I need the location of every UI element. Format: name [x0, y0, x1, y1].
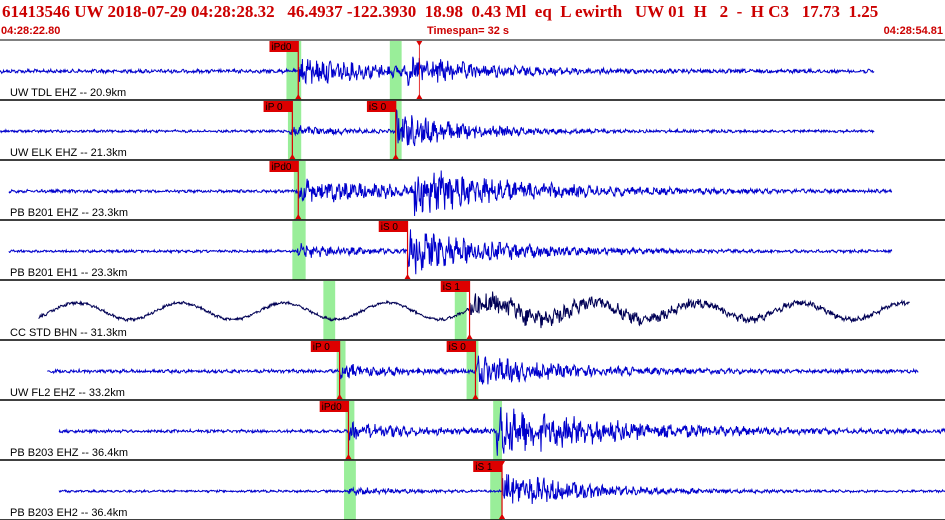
pick-triangle — [295, 94, 302, 99]
pick-label: iS 1 — [443, 282, 461, 293]
trace-panel[interactable]: iPd0 UW TDL EHZ -- 20.9km — [0, 41, 875, 100]
trace-panel[interactable]: iS 1 PB B203 EH2 -- 36.4km — [10, 461, 945, 520]
pick-label-box — [440, 281, 470, 292]
pick-label-box — [473, 461, 503, 472]
pick-label: iS 0 — [381, 222, 399, 233]
pick-triangle — [404, 274, 411, 279]
pick-triangle-top — [416, 41, 423, 46]
pick-window — [389, 41, 402, 100]
pick-label-box — [310, 341, 340, 352]
pick-label: iP 0 — [313, 342, 330, 353]
station-label: UW FL2 EHZ -- 33.2km — [10, 387, 125, 399]
pick-label: iS 1 — [475, 462, 493, 473]
pick-triangle — [289, 154, 296, 159]
pick-label: iPd0 — [322, 402, 342, 413]
waveform-trace — [0, 109, 875, 147]
pick-label-box — [319, 401, 349, 412]
pick-window — [454, 281, 467, 340]
waveform-trace — [46, 355, 919, 385]
event-header: 61413546 UW 2018-07-29 04:28:28.32 46.49… — [2, 2, 879, 21]
pick-window — [292, 221, 306, 280]
pick-label-box — [446, 341, 476, 352]
station-label: PB B201 EHZ -- 23.3km — [10, 207, 128, 219]
trace-panel[interactable]: iPd0 PB B201 EHZ -- 23.3km — [8, 161, 893, 220]
waveform-trace — [8, 229, 893, 275]
trace-panel[interactable]: iPd0 PB B203 EHZ -- 36.4km — [10, 401, 945, 460]
pick-triangle — [345, 454, 352, 459]
pick-window — [293, 161, 306, 220]
station-label: PB B201 EH1 -- 23.3km — [10, 267, 127, 279]
pick-label-box — [269, 41, 299, 52]
pick-label: iS 0 — [449, 342, 467, 353]
waveform-trace — [8, 170, 893, 217]
pick-window — [493, 401, 503, 460]
waveform-trace — [58, 407, 945, 456]
pick-label: iS 0 — [369, 102, 387, 113]
station-label: UW ELK EHZ -- 21.3km — [10, 147, 127, 159]
pick-triangle-bottom — [499, 514, 506, 519]
pick-triangle — [295, 214, 302, 219]
pick-window — [345, 401, 355, 460]
end-time: 04:28:54.81 — [883, 25, 943, 37]
pick-label-box — [263, 101, 293, 112]
trace-panel[interactable]: iP 0 iS 0 UW FL2 EHZ -- 33.2km — [10, 341, 919, 400]
trace-panel[interactable]: iS 0 PB B201 EH1 -- 23.3km — [8, 221, 893, 280]
pick-triangle — [472, 394, 479, 399]
pick-triangle-top — [499, 461, 506, 466]
station-label: UW TDL EHZ -- 20.9km — [10, 87, 126, 99]
station-label: PB B203 EH2 -- 36.4km — [10, 507, 127, 519]
pick-label-box — [366, 101, 396, 112]
trace-panel[interactable]: iS 1 CC STD BHN -- 31.3km — [10, 281, 910, 340]
trace-panel[interactable]: iP 0 iS 0 UW ELK EHZ -- 21.3km — [0, 101, 875, 160]
pick-triangle-bottom — [416, 94, 423, 99]
waveform-trace — [0, 56, 875, 87]
pick-window — [323, 281, 336, 340]
pick-triangle — [466, 334, 473, 339]
start-time: 04:28:22.80 — [1, 25, 61, 37]
timespan-label: Timespan= 32 s — [427, 25, 510, 37]
pick-label: iP 0 — [266, 102, 283, 113]
pick-label: iPd0 — [271, 162, 291, 173]
station-label: PB B203 EHZ -- 36.4km — [10, 447, 128, 459]
station-label: CC STD BHN -- 31.3km — [10, 327, 127, 339]
pick-label-box — [378, 221, 408, 232]
pick-triangle — [336, 394, 343, 399]
pick-label: iPd0 — [271, 42, 291, 53]
pick-label-box — [269, 161, 299, 172]
pick-window — [336, 341, 346, 400]
pick-triangle — [392, 154, 399, 159]
waveform-trace — [38, 291, 910, 329]
